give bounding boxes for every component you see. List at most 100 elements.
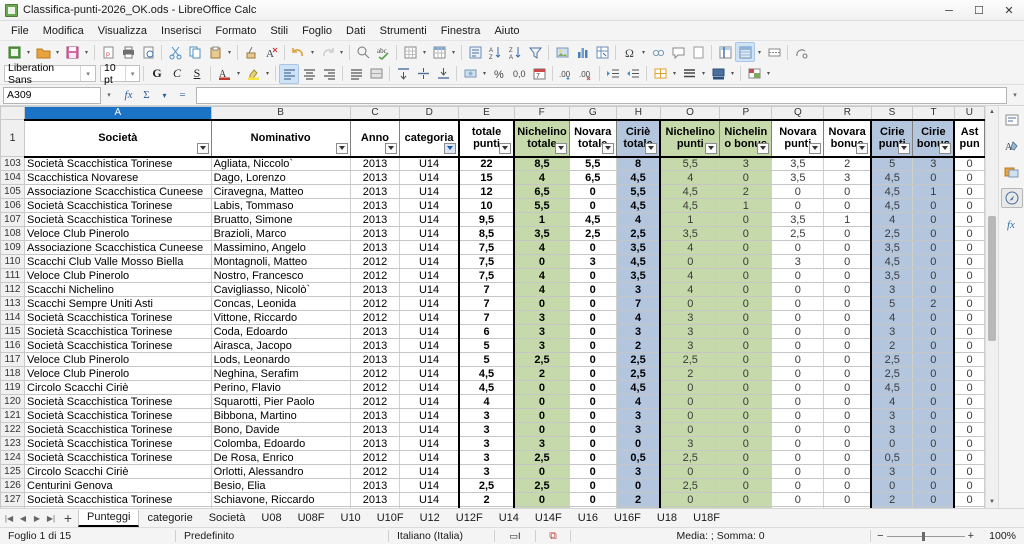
cell[interactable]: Veloce Club Pinerolo: [24, 226, 212, 241]
cell[interactable]: 7,5: [457, 254, 515, 269]
cell[interactable]: 3: [616, 282, 662, 297]
cell[interactable]: 6,5: [513, 184, 570, 199]
cell[interactable]: 0: [823, 464, 873, 479]
cell[interactable]: 3,5: [771, 156, 825, 171]
cell[interactable]: 0: [823, 422, 873, 437]
cell[interactable]: 2: [912, 296, 956, 311]
clear-formatting-icon[interactable]: A: [261, 42, 281, 62]
cell[interactable]: Società Scacchistica Torinese: [24, 212, 212, 227]
cell[interactable]: 0: [569, 198, 617, 213]
cell[interactable]: U14: [399, 464, 460, 479]
cell[interactable]: 3: [823, 170, 873, 185]
cell[interactable]: 0: [823, 324, 873, 339]
cell[interactable]: 0: [823, 226, 873, 241]
cell[interactable]: U14: [399, 198, 460, 213]
table-row[interactable]: 120 Società Scacchistica Torinese Squarott…: [0, 394, 985, 409]
cell[interactable]: U14: [399, 352, 460, 367]
center-vertically-icon[interactable]: [413, 64, 433, 84]
font-name-combo[interactable]: Liberation Sans ▾: [4, 62, 96, 86]
sheet-tab-u16f[interactable]: U16F: [613, 512, 641, 524]
cell[interactable]: 4,5: [871, 380, 914, 395]
cell[interactable]: 0: [659, 380, 721, 395]
row-header[interactable]: 105: [0, 184, 26, 199]
cell[interactable]: 0: [954, 282, 985, 297]
cell[interactable]: Schiavone, Riccardo: [211, 492, 351, 507]
cell[interactable]: 0: [719, 408, 773, 423]
autofilter-dropdown-icon[interactable]: [601, 142, 614, 154]
cell[interactable]: 0: [616, 506, 662, 508]
cell[interactable]: 2,5: [871, 352, 914, 367]
cell[interactable]: 4,5: [659, 184, 721, 199]
sheet-tab-punteggi[interactable]: Punteggi: [78, 509, 140, 527]
cell[interactable]: 2,5: [659, 478, 721, 493]
cell[interactable]: 0: [954, 436, 985, 451]
column-header-D[interactable]: D: [399, 106, 460, 120]
undo-icon[interactable]: [288, 42, 308, 62]
cell[interactable]: 0: [823, 478, 873, 493]
cell[interactable]: 0: [954, 450, 985, 465]
cell[interactable]: 0: [771, 324, 825, 339]
formula-input[interactable]: [196, 86, 1007, 104]
table-row[interactable]: 106 Società Scacchistica Torinese Labis, T…: [0, 198, 985, 213]
table-row[interactable]: 125 Circolo Scacchi Ciriè Orlotti, Alessan…: [0, 464, 985, 479]
cell[interactable]: 0: [513, 492, 570, 507]
row-header-1[interactable]: 1: [0, 119, 26, 157]
paste-icon[interactable]: [205, 42, 225, 62]
cell[interactable]: 0: [569, 450, 617, 465]
cell[interactable]: 0: [719, 310, 773, 325]
headers-footers-icon[interactable]: [688, 42, 708, 62]
sidebar-styles-icon[interactable]: A: [1001, 136, 1023, 156]
cell[interactable]: U14: [399, 254, 460, 269]
cell[interactable]: 3: [871, 324, 914, 339]
table-row[interactable]: 109 Associazione Scacchistica Cuneese Mass…: [0, 240, 985, 255]
cell[interactable]: 0: [771, 492, 825, 507]
cell[interactable]: 8: [616, 156, 662, 171]
cell[interactable]: 3: [513, 310, 570, 325]
row-dropdown-icon[interactable]: ▾: [422, 49, 426, 56]
autofilter-dropdown-icon[interactable]: [554, 142, 567, 154]
cell[interactable]: Nostro, Francesco: [211, 268, 351, 283]
row-header[interactable]: 122: [0, 422, 26, 437]
menu-item-formato[interactable]: Formato: [215, 24, 257, 37]
cell[interactable]: 4: [513, 240, 570, 255]
border-color-icon[interactable]: [708, 64, 728, 84]
cell[interactable]: 0: [912, 198, 956, 213]
cell[interactable]: 4,5: [659, 198, 721, 213]
cell[interactable]: 0: [912, 436, 956, 451]
cell[interactable]: 3: [771, 254, 825, 269]
cell[interactable]: 2: [871, 338, 914, 353]
cell[interactable]: Scacchistica Novarese: [24, 170, 212, 185]
cell[interactable]: 2: [871, 492, 914, 507]
scrollbar-thumb[interactable]: [988, 216, 996, 341]
pivot-table-icon[interactable]: [592, 42, 612, 62]
cell[interactable]: 0: [719, 338, 773, 353]
cell[interactable]: 3: [616, 464, 662, 479]
cut-icon[interactable]: [165, 42, 185, 62]
cell[interactable]: 0: [771, 436, 825, 451]
cell[interactable]: 5,5: [569, 156, 617, 171]
menu-item-visualizza[interactable]: Visualizza: [97, 24, 148, 37]
cell[interactable]: Scacchi Club Valle Mosso Biella: [24, 254, 212, 269]
freeze-dropdown-icon[interactable]: ▾: [757, 49, 761, 56]
name-box[interactable]: A309: [3, 86, 101, 104]
cell[interactable]: 0: [616, 478, 662, 493]
cell[interactable]: 0: [719, 282, 773, 297]
cell[interactable]: U14: [399, 422, 460, 437]
cell[interactable]: 0: [912, 352, 956, 367]
autofilter-dropdown-icon[interactable]: [645, 142, 658, 154]
cell[interactable]: U14: [399, 408, 460, 423]
zoom-in-button[interactable]: +: [967, 530, 974, 542]
cell[interactable]: 0: [719, 436, 773, 451]
cell[interactable]: 4: [513, 268, 570, 283]
cell[interactable]: 0: [912, 450, 956, 465]
cell[interactable]: 0: [771, 408, 825, 423]
currency-dropdown-icon[interactable]: ▾: [482, 71, 486, 77]
cell[interactable]: Associazione Scacchistica Cuneese: [24, 240, 212, 255]
freeze-first-row-icon[interactable]: [735, 42, 755, 62]
cell[interactable]: 0: [771, 366, 825, 381]
row-header[interactable]: 117: [0, 352, 26, 367]
next-sheet-icon[interactable]: ▶: [33, 513, 41, 523]
cell[interactable]: 0: [954, 170, 985, 185]
cell[interactable]: 0: [912, 212, 956, 227]
row-header[interactable]: 114: [0, 310, 26, 325]
